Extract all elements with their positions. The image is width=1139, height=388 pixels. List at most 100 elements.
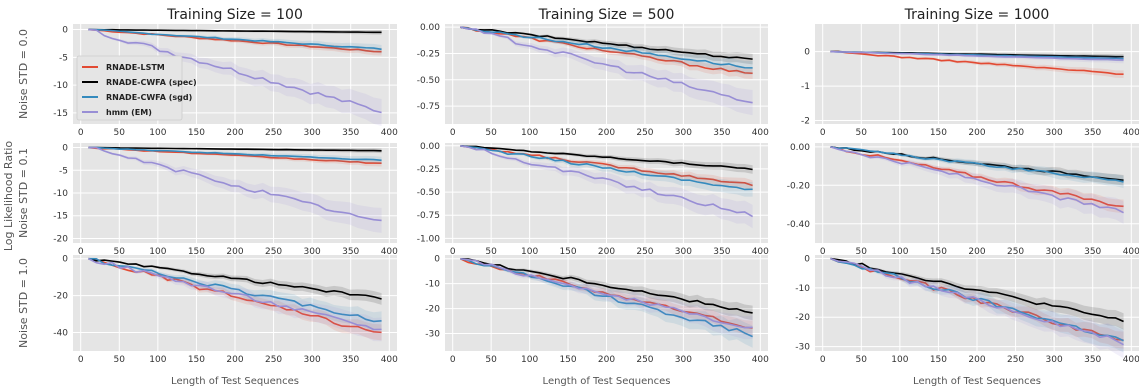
x-tick-label: 250 (265, 128, 282, 138)
x-tick-label: 150 (188, 247, 205, 257)
series-line (460, 144, 753, 171)
y-tick-label: -20 (425, 305, 440, 315)
x-tick-label: 200 (226, 355, 243, 365)
series-line (460, 26, 753, 104)
x-tick-label: 400 (381, 247, 398, 257)
x-tick-label: 300 (304, 128, 321, 138)
x-tick-label: 100 (891, 128, 908, 138)
subplot-title: Training Size = 500 (538, 7, 675, 23)
x-tick-label: 300 (675, 128, 692, 138)
y-tick-label: 0.00 (420, 23, 440, 33)
confidence-band (460, 27, 753, 116)
x-tick-label: 50 (485, 247, 497, 257)
x-tick-label: 100 (521, 355, 538, 365)
series-line (88, 257, 382, 331)
x-tick-label: 100 (149, 128, 166, 138)
x-tick-label: 300 (675, 247, 692, 257)
series-line (460, 144, 754, 218)
x-tick-label: 50 (114, 355, 126, 365)
x-axis-label: Length of Test Sequences (913, 376, 1041, 387)
x-tick-label: 200 (968, 247, 985, 257)
confidence-band (460, 258, 753, 340)
y-tick-label: -40 (53, 329, 68, 339)
subplot-title: Training Size = 1000 (904, 7, 1050, 23)
y-tick-label: -5 (59, 53, 68, 63)
x-tick-label: 250 (1007, 355, 1024, 365)
row-label: Noise STD = 0.1 (17, 148, 30, 238)
y-tick-label: -0.75 (417, 211, 440, 221)
x-tick-label: 200 (226, 128, 243, 138)
subplot-3-1: 0 -20 -40 0 50 100 150 200 250 300 350 400 Noise STD… (17, 255, 398, 387)
series-line (830, 50, 1124, 61)
y-tick-label: -0.20 (787, 181, 811, 191)
x-tick-label: 400 (752, 355, 769, 365)
confidence-band (460, 145, 753, 229)
x-tick-label: 300 (1046, 128, 1063, 138)
series-line (460, 26, 753, 60)
x-tick-label: 300 (304, 247, 321, 257)
x-tick-label: 0 (820, 355, 826, 365)
x-tick-label: 100 (521, 128, 538, 138)
y-tick-label: -0.25 (417, 165, 440, 175)
y-tick-label: -30 (425, 330, 440, 340)
y-tick-label: -15 (53, 109, 68, 119)
y-tick-label: -10 (53, 81, 68, 91)
x-tick-label: 150 (930, 355, 947, 365)
x-tick-label: 150 (559, 355, 576, 365)
confidence-band (88, 147, 382, 233)
x-tick-label: 150 (559, 128, 576, 138)
x-tick-label: 50 (114, 128, 126, 138)
legend-label: hmm (EM) (106, 108, 152, 117)
x-tick-label: 200 (598, 355, 615, 365)
y-tick-label: -1.00 (417, 234, 441, 244)
shared-ylabel: Log Likelihood Ratio (2, 141, 15, 252)
series-line (830, 146, 1124, 214)
x-tick-label: 350 (713, 355, 730, 365)
x-tick-label: 400 (1123, 355, 1139, 365)
series-line (460, 257, 753, 314)
y-tick-label: 0 (804, 48, 810, 58)
subplot-1-2: 0.00 -0.25 -0.50 -0.75 0 50 100 150 200 250 300 350… (417, 7, 769, 138)
y-tick-label: 0 (434, 255, 440, 265)
x-tick-label: 50 (485, 128, 497, 138)
x-tick-label: 100 (891, 247, 908, 257)
confidence-band (830, 258, 1124, 349)
legend-label: RNADE-LSTM (106, 63, 165, 72)
subplot-3-2: 0 -10 -20 -30 0 50 100 150 200 250 300 350 400 Length… (425, 255, 769, 387)
subplot-1-1: 0 -5 -10 -15 0 50 100 150 200 250 300 350 400 Trainin… (17, 7, 398, 138)
x-tick-label: 50 (856, 247, 868, 257)
x-tick-label: 350 (1084, 128, 1101, 138)
x-tick-label: 150 (188, 355, 205, 365)
y-tick-label: 0 (62, 26, 68, 36)
y-tick-label: 0 (62, 144, 68, 154)
confidence-band (88, 258, 382, 341)
x-tick-label: 200 (598, 128, 615, 138)
x-tick-label: 400 (1123, 128, 1139, 138)
x-tick-label: 0 (820, 247, 826, 257)
y-tick-label: -0.50 (417, 188, 441, 198)
confidence-band (460, 27, 753, 65)
x-tick-label: 250 (636, 247, 653, 257)
x-tick-label: 0 (78, 247, 84, 257)
x-tick-label: 350 (1084, 247, 1101, 257)
x-tick-label: 350 (713, 128, 730, 138)
x-tick-label: 300 (1046, 355, 1063, 365)
legend-label: RNADE-CWFA (spec) (106, 78, 197, 87)
x-tick-label: 0 (450, 355, 456, 365)
x-tick-label: 0 (820, 128, 826, 138)
y-tick-label: -15 (53, 212, 68, 222)
x-tick-label: 200 (968, 128, 985, 138)
x-tick-label: 300 (304, 355, 321, 365)
x-tick-label: 200 (598, 247, 615, 257)
series-line (830, 257, 1124, 323)
x-tick-label: 350 (342, 355, 359, 365)
series-line (88, 146, 382, 152)
x-tick-label: 400 (1123, 247, 1139, 257)
x-tick-label: 50 (856, 355, 868, 365)
y-tick-label: -2 (801, 117, 810, 127)
row-label: Noise STD = 1.0 (17, 258, 30, 348)
x-tick-label: 250 (636, 128, 653, 138)
x-tick-label: 100 (521, 247, 538, 257)
confidence-band (88, 147, 382, 164)
y-tick-label: 0 (804, 255, 810, 265)
